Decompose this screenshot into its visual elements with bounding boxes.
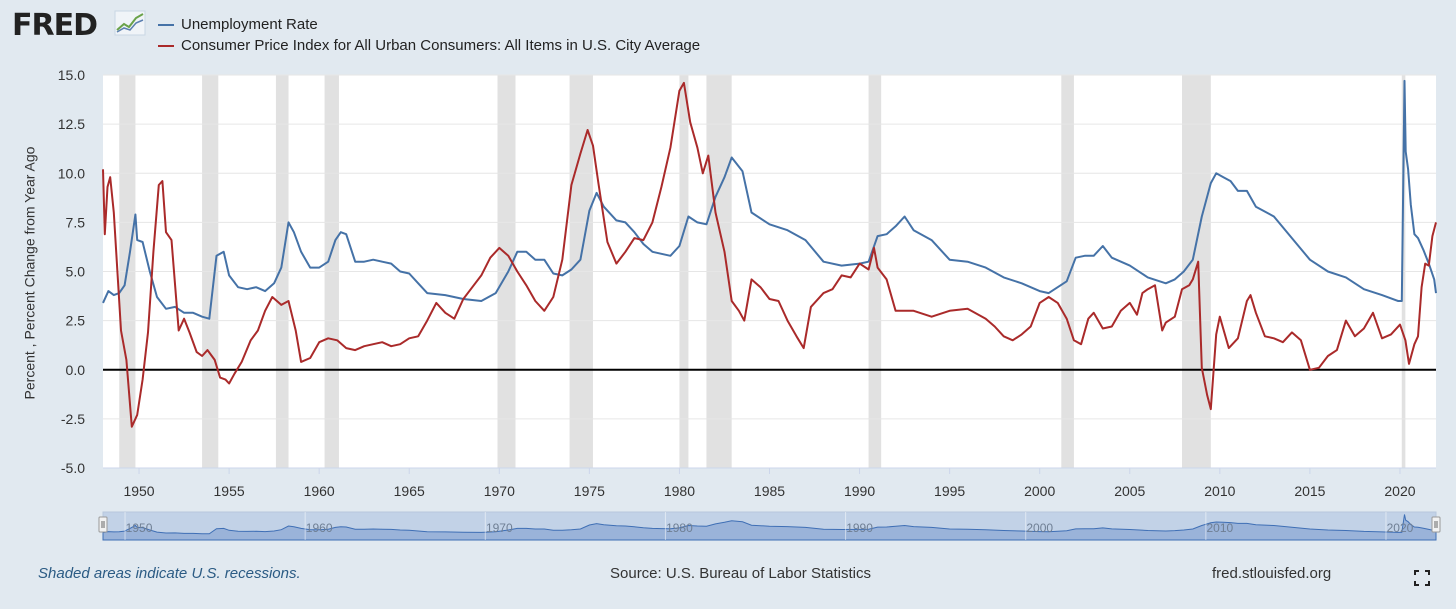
navigator-tick-label: 2020 bbox=[1387, 521, 1414, 535]
x-tick-label: 2015 bbox=[1294, 483, 1325, 499]
legend-label-unemployment: Unemployment Rate bbox=[181, 16, 318, 33]
source-url[interactable]: fred.stlouisfed.org bbox=[1212, 565, 1332, 582]
y-tick-label: 15.0 bbox=[58, 67, 85, 83]
navigator-tick-label: 1990 bbox=[846, 521, 873, 535]
series-line-unemployment[interactable] bbox=[102, 79, 1437, 320]
y-tick-label: 0.0 bbox=[66, 362, 86, 378]
y-tick-label: -2.5 bbox=[61, 411, 85, 427]
x-tick-label: 1975 bbox=[574, 483, 605, 499]
y-tick-label: 10.0 bbox=[58, 165, 85, 181]
fullscreen-icon[interactable] bbox=[1414, 570, 1430, 586]
legend-label-cpi: Consumer Price Index for All Urban Consu… bbox=[181, 37, 701, 54]
navigator-window[interactable] bbox=[102, 511, 1437, 541]
navigator-handle-left[interactable] bbox=[98, 516, 108, 533]
x-tick-label: 1955 bbox=[214, 483, 245, 499]
legend-item-unemployment[interactable]: Unemployment Rate bbox=[158, 14, 700, 35]
navigator-tick-label: 1960 bbox=[306, 521, 333, 535]
navigator-tick-label: 1980 bbox=[666, 521, 693, 535]
x-tick-label: 1995 bbox=[934, 483, 965, 499]
x-tick-label: 1960 bbox=[304, 483, 335, 499]
recession-note: Shaded areas indicate U.S. recessions. bbox=[38, 565, 301, 582]
y-tick-label: 7.5 bbox=[66, 214, 86, 230]
y-tick-label: -5.0 bbox=[61, 460, 85, 476]
navigator-series-area bbox=[102, 514, 1437, 541]
x-tick-label: 1965 bbox=[394, 483, 425, 499]
y-tick-label: 2.5 bbox=[66, 313, 86, 329]
x-tick-label: 2020 bbox=[1384, 483, 1415, 499]
line-chart-icon bbox=[114, 10, 146, 36]
navigator-handle-right[interactable] bbox=[1431, 516, 1441, 533]
navigator-tick-label: 2000 bbox=[1026, 521, 1053, 535]
legend-swatch-cpi bbox=[158, 44, 174, 47]
x-tick-label: 1980 bbox=[664, 483, 695, 499]
x-tick-label: 2010 bbox=[1204, 483, 1235, 499]
chart-legend: Unemployment Rate Consumer Price Index f… bbox=[158, 14, 700, 56]
x-tick-label: 1970 bbox=[484, 483, 515, 499]
x-tick-label: 1990 bbox=[844, 483, 875, 499]
navigator-tick-label: 1970 bbox=[486, 521, 513, 535]
x-tick-label: 1950 bbox=[123, 483, 154, 499]
navigator-tick-label: 1950 bbox=[126, 521, 153, 535]
x-tick-label: 1985 bbox=[754, 483, 785, 499]
source-text: Source: U.S. Bureau of Labor Statistics bbox=[610, 565, 871, 582]
series-line-cpi[interactable] bbox=[102, 81, 1437, 428]
x-tick-label: 2000 bbox=[1024, 483, 1055, 499]
fred-logo: FRED bbox=[12, 8, 98, 43]
legend-swatch-unemployment bbox=[158, 23, 174, 26]
y-tick-label: 12.5 bbox=[58, 116, 85, 132]
legend-item-cpi[interactable]: Consumer Price Index for All Urban Consu… bbox=[158, 35, 700, 56]
y-tick-label: 5.0 bbox=[66, 264, 86, 280]
navigator-tick-label: 2010 bbox=[1206, 521, 1233, 535]
x-tick-label: 2005 bbox=[1114, 483, 1145, 499]
